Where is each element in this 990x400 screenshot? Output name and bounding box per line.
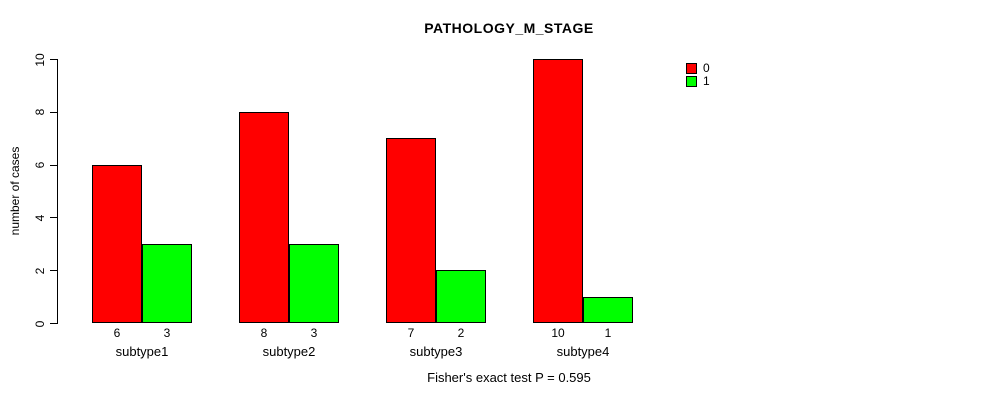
category-label-subtype4: subtype4 [556,344,610,359]
bar-subtype1-series-1 [142,243,192,323]
bar-value-label: 6 [113,326,121,340]
y-tick-label-text: 0 [33,320,47,327]
bar-subtype2-series-0 [239,111,289,323]
stat-test-subtitle: Fisher's exact test P = 0.595 [427,370,591,385]
bar-subtype4-series-0 [533,59,583,323]
bar-value-label: 7 [407,326,415,340]
legend-label: 0 [703,61,710,75]
legend-swatch-0 [686,63,697,74]
y-tick-mark [50,270,57,272]
bar-subtype4-series-1 [583,296,633,323]
bar-value-label: 2 [457,326,465,340]
y-axis-label-text: number of cases [8,146,22,236]
y-tick-mark [50,217,57,219]
legend-item-1: 1 [686,75,710,88]
bar-value-label: 3 [310,326,318,340]
category-label-subtype3: subtype3 [409,344,463,359]
y-tick-label-text: 8 [33,108,47,116]
chart-title: PATHOLOGY_M_STAGE [424,20,594,36]
category-label-subtype2: subtype2 [262,344,316,359]
y-tick-mark [50,111,57,113]
bar-value-label: 8 [260,326,268,340]
legend-swatch-1 [686,76,697,87]
y-tick-label-text: 4 [33,214,47,222]
legend-label: 1 [703,74,710,88]
bar-subtype3-series-0 [386,138,436,323]
bar-subtype2-series-1 [289,243,339,323]
category-label-subtype1: subtype1 [115,344,169,359]
y-axis-line [57,59,58,324]
y-tick-mark [50,164,57,166]
y-tick-label-text: 10 [33,52,47,67]
y-tick-label-text: 6 [33,161,47,169]
bar-value-label: 10 [551,326,565,340]
legend-item-0: 0 [686,62,710,75]
y-tick-mark [50,323,57,324]
bar-value-label: 3 [163,326,171,340]
y-tick-label-text: 2 [33,267,47,275]
y-tick-mark [50,59,57,60]
bar-value-label: 1 [604,326,612,340]
bar-subtype3-series-1 [436,270,486,323]
bar-subtype1-series-0 [92,164,142,323]
